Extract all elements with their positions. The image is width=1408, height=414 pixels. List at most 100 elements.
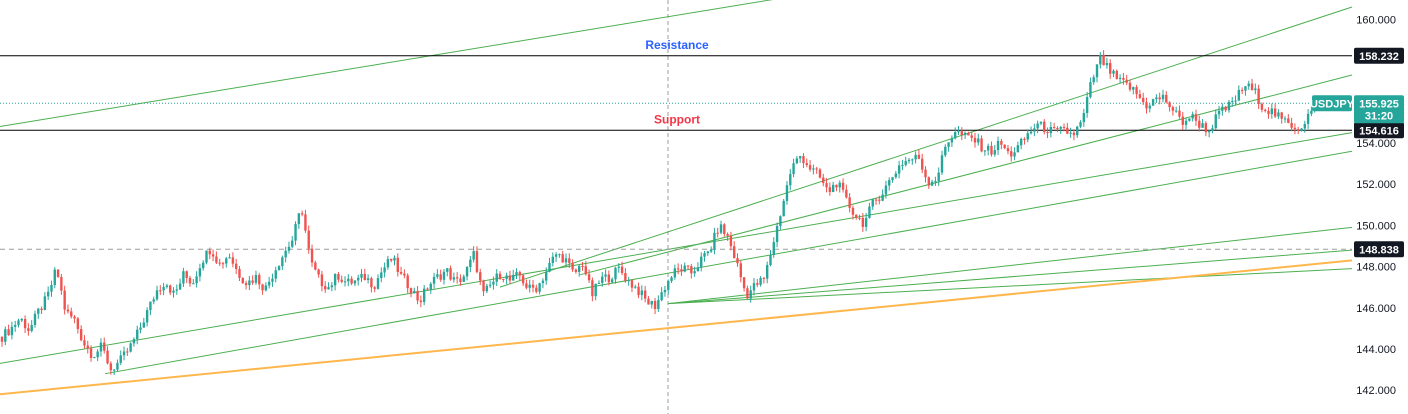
candle [818,168,822,179]
candle-body [284,250,287,258]
candle [383,262,386,278]
candle-body [1194,114,1198,121]
candle-body [175,289,179,291]
candle-body [241,277,244,284]
candle [653,298,657,315]
candle [324,281,327,293]
candle-body [1303,123,1307,129]
candle [33,310,37,328]
candle [116,359,119,372]
candle [911,158,914,165]
candle [637,282,640,299]
candle [231,252,235,268]
candle-body [225,258,228,264]
candle [122,346,126,361]
candle [416,286,419,305]
candle-body [403,273,406,276]
candle [831,181,835,193]
candle-body [360,273,363,278]
candle-body [512,274,515,281]
candle-body [462,276,465,282]
candle-body [594,283,597,297]
candle [545,267,548,285]
candle-body [419,300,423,303]
candle [676,263,680,275]
candle [551,252,555,267]
candle-body [1237,89,1241,101]
candle-body [1069,132,1072,134]
candle [980,135,983,153]
candle [1178,105,1181,119]
candle-body [888,180,891,186]
candle [1010,146,1013,162]
candle [13,320,17,332]
candle-body [993,150,996,155]
candle [353,280,357,287]
candle-body [1290,122,1293,128]
candle-body [300,213,304,215]
candle [376,274,380,290]
candle [601,271,604,287]
candle-body [822,177,825,184]
candle-body [1019,138,1023,146]
candle-body [281,257,284,267]
candle [759,276,762,287]
candle [89,345,93,362]
candle [1290,117,1293,132]
candle-body [43,296,47,310]
candle-body [310,248,314,263]
candle [386,255,390,270]
candle [1019,137,1023,150]
candle-body [399,272,403,274]
candle [241,277,244,284]
candle [482,279,485,297]
candle [129,342,132,353]
candle [406,273,409,294]
candle [604,269,607,282]
candle-body [149,301,152,311]
candle [244,280,248,290]
candle-body [274,270,277,279]
candle [907,157,911,164]
candle [779,215,782,230]
candle-body [218,262,221,264]
candle-body [1006,148,1010,152]
candle-body [109,363,113,371]
price-axis-panel[interactable] [1352,0,1408,414]
candle-body [878,199,881,201]
candle-body [1293,127,1297,130]
candle [917,149,921,160]
candle-body [739,263,743,278]
candle-body [934,180,937,182]
candle [294,221,297,246]
candle-body [581,266,584,268]
candle-body [1244,86,1247,91]
candle-body [1184,120,1188,125]
candle-body [1306,113,1310,124]
y-tick-label: 152.000 [1356,179,1396,191]
level-tag-bg [1354,122,1404,139]
candle [248,276,251,291]
candle [577,264,581,277]
candle [211,249,215,262]
level-tag-text: 158.232 [1359,51,1399,63]
symbol-tag-text: USDJPY [1310,98,1355,110]
candle-body [228,257,231,259]
candle-body [1043,121,1046,133]
candle-body [307,230,310,249]
candle-body [904,161,907,165]
candle-body [251,280,254,283]
candle [1069,127,1072,138]
candle-body [83,340,86,346]
candle-body [640,290,644,296]
candle [568,253,571,268]
candle [1191,111,1194,122]
candle [1056,126,1059,133]
candle-body [541,280,545,284]
candle-body [291,240,294,247]
candle [1254,83,1257,95]
candle [756,279,759,288]
plot-area[interactable] [0,0,1352,414]
